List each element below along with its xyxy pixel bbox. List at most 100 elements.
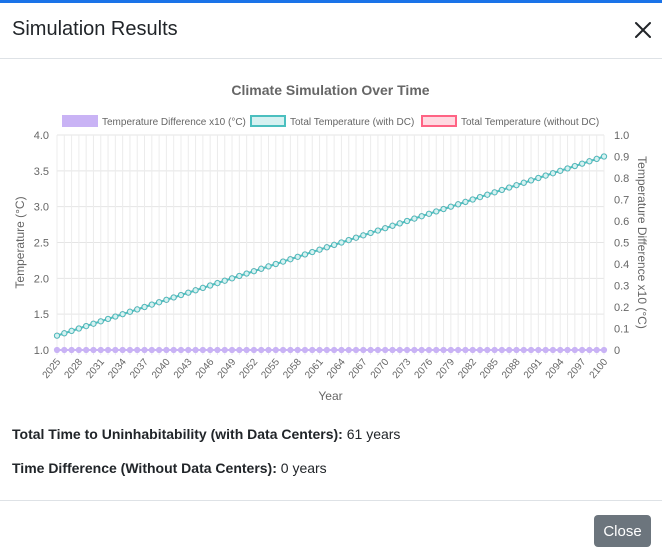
series-point — [323, 346, 330, 354]
x-tick-label: 2085 — [478, 357, 501, 381]
y2-tick-label: 0.7 — [614, 195, 629, 207]
series-point — [352, 234, 360, 241]
series-point — [170, 346, 177, 354]
x-tick-label: 2055 — [259, 357, 282, 381]
result-time-to-uninhabitability: Total Time to Uninhabitability (with Dat… — [12, 426, 400, 442]
series-point — [352, 346, 360, 354]
x-tick-label: 2070 — [369, 357, 392, 381]
series-point — [214, 280, 221, 287]
series-point — [564, 346, 571, 354]
x-tick-label: 2034 — [106, 357, 129, 381]
y-tick-label: 3.0 — [34, 202, 49, 214]
series-point — [272, 346, 279, 354]
series-point — [498, 346, 505, 354]
y2-tick-label: 0.6 — [614, 216, 629, 228]
series-point — [506, 184, 513, 191]
series-point — [600, 346, 608, 354]
series-point — [382, 225, 389, 232]
series-point — [367, 229, 374, 237]
y2-tick-label: 0.4 — [614, 259, 629, 271]
series-point — [287, 256, 294, 263]
x-tick-label: 2058 — [281, 357, 304, 381]
series-point — [90, 346, 97, 354]
x-tick-label: 2046 — [194, 357, 217, 381]
x-tick-label: 2025 — [41, 357, 64, 381]
series-point — [301, 346, 309, 354]
legend-label: Total Temperature (with DC) — [290, 117, 414, 128]
series-point — [104, 346, 112, 354]
series-point — [389, 346, 396, 354]
x-tick-label: 2094 — [544, 357, 567, 381]
series-point — [564, 165, 571, 172]
series-point — [236, 346, 243, 354]
series-point — [593, 155, 600, 162]
series-point — [396, 220, 403, 227]
series-point — [360, 232, 367, 239]
series-point — [527, 346, 535, 354]
series-point — [476, 346, 484, 354]
series-point — [75, 325, 82, 332]
series-point — [506, 346, 513, 354]
legend-swatch — [421, 115, 457, 127]
series-point — [513, 182, 520, 189]
x-tick-label: 2079 — [434, 357, 457, 381]
series-point — [192, 287, 199, 294]
y2-tick-label: 0.1 — [614, 324, 629, 336]
y-tick-label: 3.5 — [34, 166, 49, 178]
series-point — [389, 222, 396, 229]
simulation-results-modal: Simulation Results Climate Simulation Ov… — [0, 3, 662, 558]
series-point — [549, 346, 557, 354]
y-tick-label: 1.5 — [34, 309, 49, 321]
series-point — [53, 346, 61, 354]
series-point — [323, 244, 330, 251]
series-point — [90, 320, 97, 327]
y2-tick-label: 1.0 — [614, 130, 629, 142]
x-tick-label: 2082 — [456, 357, 479, 381]
series-point — [374, 227, 382, 234]
series-point — [148, 346, 155, 354]
browser-top-strip — [0, 0, 662, 3]
series-point — [403, 217, 411, 225]
series-point — [279, 258, 287, 265]
series-point — [491, 346, 498, 354]
series-point — [221, 346, 228, 354]
series-point — [418, 213, 425, 220]
series-point — [593, 346, 600, 354]
series-point — [316, 346, 323, 354]
y2-tick-label: 0 — [614, 345, 620, 357]
y2-axis-label: Temperature Difference x10 (°C) — [635, 156, 649, 329]
series-point — [316, 246, 323, 253]
series-point — [331, 346, 338, 354]
series-point — [403, 346, 411, 354]
series-point — [440, 205, 447, 213]
series-point — [294, 253, 301, 260]
series-point — [126, 308, 134, 315]
series-point — [236, 272, 243, 280]
climate-chart: Climate Simulation Over Time Temperature … — [13, 82, 649, 403]
x-tick-label: 2067 — [347, 357, 370, 381]
series-point — [97, 346, 104, 354]
result-diff-label: Time Difference (Without Data Centers): — [12, 460, 277, 476]
series-point — [214, 346, 221, 354]
series-point — [447, 203, 454, 210]
series-point — [579, 346, 586, 354]
close-icon[interactable] — [632, 19, 654, 41]
series-point — [243, 270, 250, 277]
series-point — [134, 346, 141, 354]
y2-tick-label: 0.5 — [614, 238, 629, 250]
result-time-value: 61 years — [346, 426, 401, 442]
series-point — [119, 311, 126, 318]
series-point — [491, 189, 498, 196]
series-point — [265, 346, 272, 354]
series-point — [83, 323, 90, 330]
series-point — [542, 172, 549, 179]
series-point — [141, 346, 148, 354]
series-point — [498, 186, 505, 194]
series-point — [207, 282, 214, 289]
series-point — [265, 263, 272, 270]
series-point — [83, 346, 90, 354]
close-button[interactable]: Close — [594, 515, 651, 547]
series-point — [557, 167, 564, 174]
y-tick-label: 2.0 — [34, 273, 49, 285]
x-tick-label: 2040 — [150, 357, 173, 381]
